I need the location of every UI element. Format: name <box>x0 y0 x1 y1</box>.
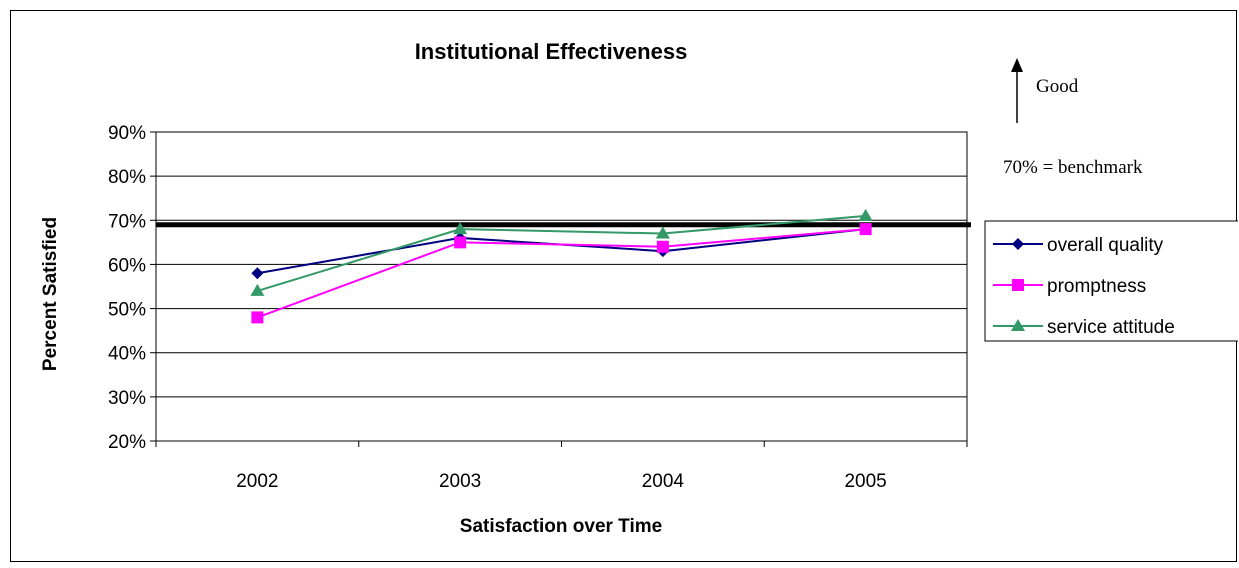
series-line-promptness <box>257 228 866 319</box>
series-service-attitude <box>250 208 873 296</box>
series-line-overall-quality <box>257 228 866 275</box>
legend-item-promptness: promptness <box>993 276 1146 297</box>
line-chart: Institutional Effectiveness Percent Sati… <box>40 39 1239 537</box>
data-point-service-attitude <box>858 208 873 221</box>
y-tick-label: 30% <box>108 388 146 409</box>
y-axis-label: Percent Satisfied <box>40 217 61 371</box>
data-point-overall-quality <box>251 267 264 280</box>
series-line-service-attitude <box>257 214 866 292</box>
legend-item-service-attitude: service attitude <box>993 317 1175 338</box>
x-axis-ticks: 2002 2003 2004 2005 <box>155 441 968 492</box>
data-point-service-attitude <box>655 226 670 239</box>
y-tick-label: 40% <box>108 344 146 365</box>
series-lines <box>250 208 873 324</box>
gridlines <box>155 131 968 442</box>
data-point-promptness <box>859 223 872 236</box>
y-axis-ticks: 20% 30% 40% 50% 60% 70% 80% 90% <box>108 123 156 453</box>
y-tick-label: 20% <box>108 432 146 453</box>
legend-label: service attitude <box>1047 317 1175 338</box>
data-point-promptness <box>656 240 669 253</box>
good-label: Good <box>1036 76 1079 97</box>
x-tick-label: 2005 <box>844 471 886 492</box>
x-tick-label: 2004 <box>642 471 685 492</box>
arrow-head-icon <box>1011 58 1023 72</box>
x-tick-label: 2002 <box>236 471 278 492</box>
legend: overall quality promptness service attitud… <box>984 220 1239 342</box>
data-point-promptness <box>454 236 467 249</box>
x-tick-label: 2003 <box>439 471 481 492</box>
y-tick-label: 90% <box>108 123 146 144</box>
series-promptness <box>251 223 872 324</box>
data-point-promptness <box>251 311 264 324</box>
data-point-service-attitude <box>453 222 468 235</box>
y-tick-label: 80% <box>108 167 146 188</box>
benchmark-label: 70% = benchmark <box>1003 157 1143 178</box>
legend-marker <box>1012 279 1024 291</box>
chart-title: Institutional Effectiveness <box>415 39 688 64</box>
legend-label: overall quality <box>1047 235 1164 256</box>
y-tick-label: 70% <box>108 211 146 232</box>
legend-marker <box>1012 238 1024 250</box>
legend-label: promptness <box>1047 276 1146 297</box>
x-axis-label: Satisfaction over Time <box>460 516 662 537</box>
data-point-service-attitude <box>250 283 265 296</box>
legend-marker <box>1011 319 1025 331</box>
plot-area-border <box>155 131 968 442</box>
y-tick-label: 60% <box>108 255 146 276</box>
legend-item-overall-quality: overall quality <box>993 235 1164 256</box>
chart-frame: Institutional Effectiveness Percent Sati… <box>10 10 1239 562</box>
legend-box <box>984 220 1239 342</box>
y-tick-label: 50% <box>108 300 146 321</box>
good-annotation: Good <box>1011 58 1079 123</box>
